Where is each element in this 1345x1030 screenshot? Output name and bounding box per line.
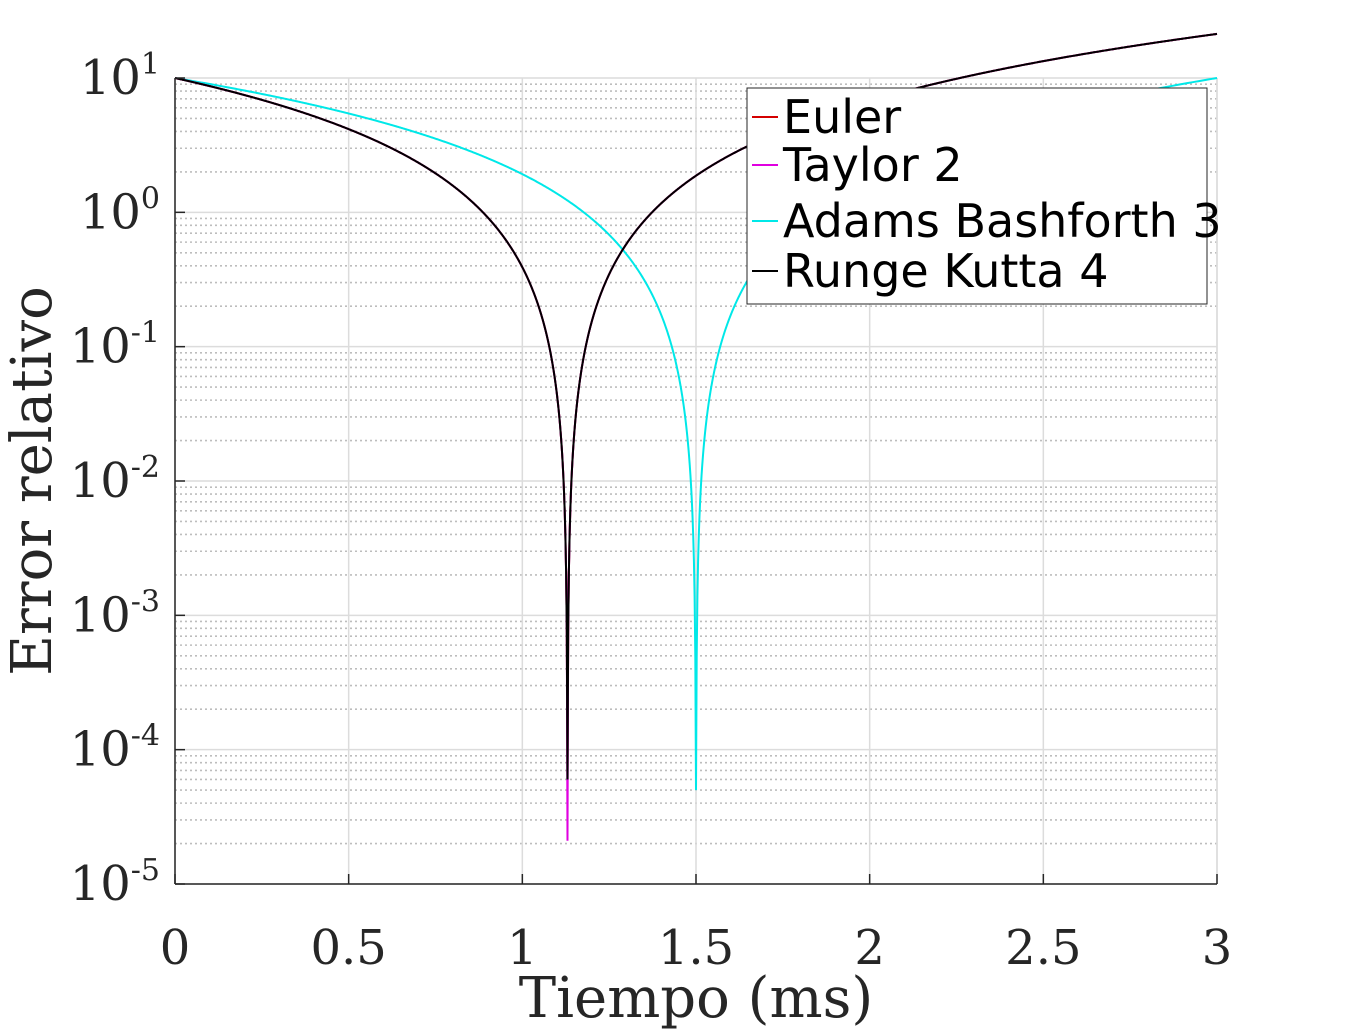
- y-tick-label: 101: [80, 47, 160, 106]
- legend-label: Taylor 2: [782, 138, 963, 192]
- x-tick-label: 1: [507, 920, 538, 976]
- y-tick-label: 10-1: [70, 316, 160, 375]
- x-tick-label: 3: [1202, 920, 1233, 976]
- y-axis-title: Error relativo: [0, 286, 65, 676]
- y-tick-label: 10-5: [70, 853, 160, 912]
- y-tick-label: 100: [80, 181, 160, 240]
- x-ticks: 0 0.5 1 1.5 2 2.5 3: [160, 874, 1233, 976]
- x-tick-label: 0: [160, 920, 191, 976]
- y-tick-label: 10-3: [70, 584, 160, 643]
- x-axis-title: Tiempo (ms): [519, 966, 873, 1030]
- y-ticks: 101 100 10-1 10-2 10-3 10-4 10-5: [70, 47, 185, 912]
- x-tick-label: 2: [854, 920, 885, 976]
- series-line-runge-kutta-4: [174, 32, 1218, 780]
- legend-label: Adams Bashforth 3: [783, 194, 1222, 248]
- x-tick-label: 1.5: [658, 920, 734, 976]
- x-tick-label: 2.5: [1005, 920, 1081, 976]
- legend-box: [746, 87, 1208, 305]
- legend-label: Euler: [783, 90, 901, 144]
- y-tick-label: 10-2: [70, 450, 160, 509]
- y-tick-label: 10-4: [70, 719, 160, 778]
- x-tick-label: 0.5: [310, 920, 386, 976]
- legend-label: Runge Kutta 4: [783, 244, 1109, 298]
